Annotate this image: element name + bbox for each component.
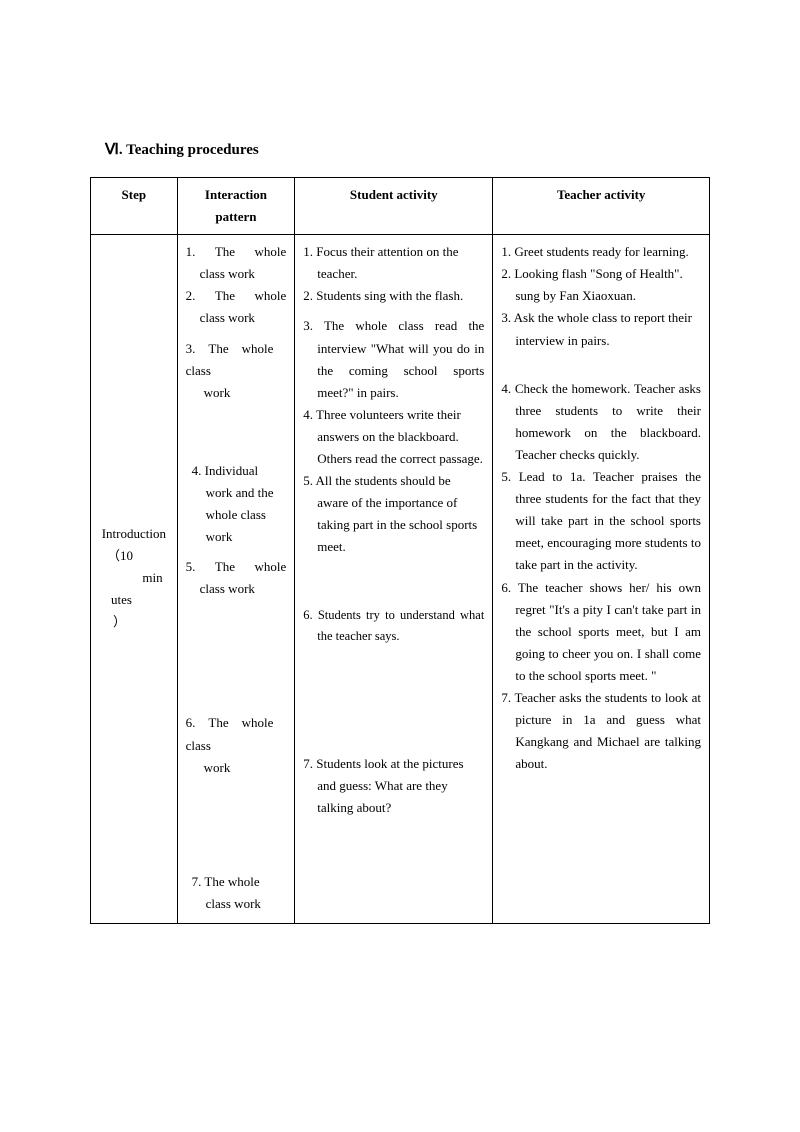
- page: Ⅵ. Teaching procedures Step Interaction …: [0, 0, 800, 984]
- header-step: Step: [91, 178, 178, 235]
- teacher-item: 6. The teacher shows her/ his own regret…: [501, 577, 701, 687]
- teacher-item: 7. Teacher asks the students to look at …: [501, 687, 701, 775]
- step-label-l2: （10: [99, 545, 169, 567]
- step-label-l1: Introduction: [99, 523, 169, 545]
- interaction-item: class: [186, 360, 287, 382]
- section-heading: Ⅵ. Teaching procedures: [90, 140, 710, 159]
- teacher-item: 4. Check the homework. Teacher asks thre…: [501, 378, 701, 466]
- step-cell: Introduction （10 min utes ）: [91, 235, 178, 924]
- interaction-item: 4. Individual work and the whole class w…: [186, 460, 287, 548]
- header-student: Student activity: [295, 178, 493, 235]
- student-item: 5. All the students should be aware of t…: [303, 470, 484, 558]
- teacher-item: 1. Greet students ready for learning.: [501, 241, 701, 263]
- header-teacher: Teacher activity: [493, 178, 710, 235]
- step-label-l4: utes: [99, 589, 169, 611]
- interaction-item: 6. The whole: [186, 712, 287, 734]
- interaction-item: work: [186, 382, 287, 404]
- student-item: 6. Students try to understand what the t…: [303, 605, 484, 648]
- interaction-item: class: [186, 735, 287, 757]
- header-interaction: Interaction pattern: [177, 178, 295, 235]
- teacher-item: 3. Ask the whole class to report their i…: [501, 307, 701, 351]
- student-cell: 1. Focus their attention on the teacher.…: [295, 235, 493, 924]
- student-item: 4. Three volunteers write their answers …: [303, 404, 484, 470]
- step-label-l5: ）: [99, 611, 169, 633]
- table-header-row: Step Interaction pattern Student activit…: [91, 178, 710, 235]
- interaction-item: 7. The whole class work: [186, 871, 287, 915]
- teacher-item: 2. Looking flash "Song of Health". sung …: [501, 263, 701, 307]
- interaction-item: 1. The whole class work: [186, 241, 287, 285]
- student-item: 1. Focus their attention on the teacher.: [303, 241, 484, 285]
- step-label-l3: min: [99, 567, 169, 589]
- teacher-item: 5. Lead to 1a. Teacher praises the three…: [501, 466, 701, 576]
- interaction-item: work: [186, 757, 287, 779]
- interaction-cell: 1. The whole class work 2. The whole cla…: [177, 235, 295, 924]
- procedure-table: Step Interaction pattern Student activit…: [90, 177, 710, 924]
- interaction-item: 2. The whole class work: [186, 285, 287, 329]
- student-item: 7. Students look at the pictures and gue…: [303, 753, 484, 819]
- interaction-item: 3. The whole: [186, 338, 287, 360]
- interaction-item: 5. The whole class work: [186, 556, 287, 600]
- student-item: 2. Students sing with the flash.: [303, 285, 484, 307]
- student-item: 3. The whole class read the interview "W…: [303, 315, 484, 403]
- table-row: Introduction （10 min utes ） 1. The whole…: [91, 235, 710, 924]
- teacher-cell: 1. Greet students ready for learning. 2.…: [493, 235, 710, 924]
